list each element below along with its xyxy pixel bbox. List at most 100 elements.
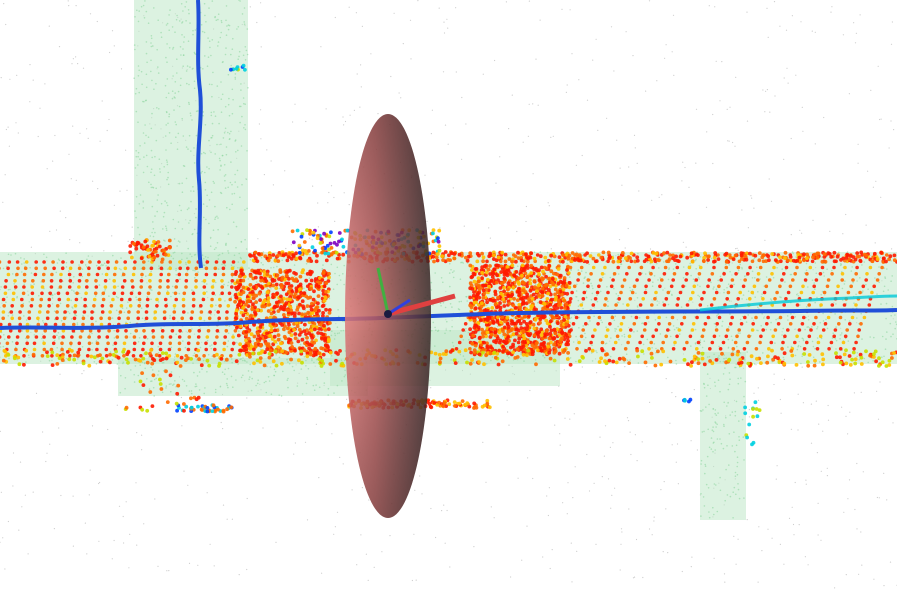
scan-point [691,322,696,326]
sparse-point [695,162,697,164]
sparse-point [853,392,856,394]
map-point [629,286,631,289]
map-point [723,354,726,356]
map-point [105,265,107,267]
map-point [132,290,134,292]
scan-point [61,260,65,264]
scan-point [778,315,783,320]
map-point [738,439,741,442]
map-point [747,314,749,316]
scan-point [321,270,326,274]
map-point [230,282,233,285]
map-point [152,221,154,223]
scan-point [206,329,211,333]
scan-point [651,334,655,339]
sparse-point [532,173,534,175]
map-point [108,278,111,281]
map-point [176,58,178,60]
map-point [140,70,143,73]
map-point [735,444,738,447]
scan-point [772,265,776,270]
sparse-point [72,495,74,497]
scan-point [178,260,182,264]
map-point [150,186,153,189]
sparse-point [76,193,78,195]
map-point [735,493,737,496]
map-point [714,449,716,451]
scan-point [718,347,723,351]
scan-point [748,265,752,270]
map-point [593,315,595,318]
map-point [330,263,333,266]
sparse-point [400,97,402,99]
map-point [45,256,48,259]
map-point [743,401,746,404]
sparse-point [75,56,77,58]
map-point [91,342,94,344]
sparse-point [75,5,77,7]
sparse-point [530,239,532,241]
map-point [604,350,607,352]
map-point [852,281,854,284]
sparse-point [70,178,72,180]
scan-point [249,313,254,318]
map-point [118,367,120,369]
map-point [716,510,719,513]
sparse-point [356,564,358,566]
scan-point [87,347,91,352]
map-point [23,315,25,317]
sparse-point [620,543,622,545]
map-point [816,337,819,339]
scan-point [858,290,862,295]
scan-point [254,300,258,304]
scan-point [139,285,143,289]
map-point [165,387,167,389]
sparse-point [3,3,5,5]
map-point [894,327,896,330]
map-point [175,123,177,126]
map-point [160,31,162,34]
sparse-point [131,226,133,228]
sparse-point [430,133,432,135]
map-point [757,306,759,309]
map-point [617,273,620,275]
map-point [460,300,463,303]
map-point [701,346,704,349]
sparse-point [792,523,795,526]
scan-point [166,285,170,289]
map-point [157,72,160,74]
map-point [135,195,138,198]
scan-point [231,341,236,346]
sparse-point [889,561,892,563]
map-point [206,65,209,67]
sparse-point [673,74,675,76]
sparse-point [465,123,467,125]
map-point [232,37,234,40]
scan-point [574,315,579,320]
sparse-point [705,206,708,208]
map-point [742,294,745,296]
map-point [65,266,68,268]
map-point [742,436,745,438]
sparse-point [349,114,351,116]
scan-point [644,284,648,289]
map-point [622,303,624,305]
scan-point [799,290,804,295]
sparse-point [883,472,885,474]
map-point [141,83,143,86]
map-point [219,191,222,194]
map-point [675,359,677,362]
sparse-point [572,497,574,499]
map-point [293,369,296,372]
scan-point [97,335,101,339]
map-point [884,348,887,351]
map-point [195,385,198,388]
sparse-point [646,366,648,368]
scan-point [702,290,706,295]
map-point [243,102,245,105]
sparse-point [872,186,875,188]
map-point [246,207,248,210]
scan-point [42,341,46,346]
